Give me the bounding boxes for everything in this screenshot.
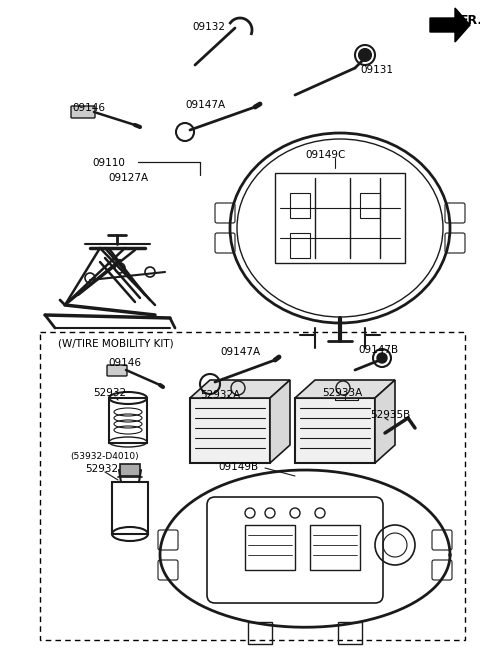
Circle shape [377,353,387,363]
Bar [190,398,270,463]
Polygon shape [190,380,290,398]
Bar [338,622,362,645]
Bar [112,482,148,534]
Text: 09131: 09131 [360,65,393,75]
Text: 52935B: 52935B [370,410,410,420]
Bar [40,332,465,640]
FancyBboxPatch shape [107,365,127,376]
Text: 09147A: 09147A [185,100,225,110]
Bar [109,398,147,443]
Bar [290,193,310,218]
Text: 52932: 52932 [85,464,118,474]
Text: 09110: 09110 [92,158,125,168]
Text: FR.: FR. [460,14,480,27]
Text: 52933A: 52933A [322,388,362,398]
Bar [275,173,405,263]
Text: 09149B: 09149B [218,462,258,472]
Bar [360,193,380,218]
Bar [245,525,295,570]
Text: (W/TIRE MOBILITY KIT): (W/TIRE MOBILITY KIT) [58,338,174,348]
Text: 09127A: 09127A [108,173,148,183]
Text: 09147B: 09147B [358,345,398,355]
Polygon shape [430,8,470,42]
Text: 09146: 09146 [108,358,141,368]
Text: 09132: 09132 [192,22,225,32]
Text: 52932: 52932 [93,388,126,398]
Bar [290,233,310,258]
Bar [248,622,272,645]
Bar [295,398,375,463]
Bar [310,525,360,570]
Polygon shape [295,380,395,398]
Text: (53932-D4010): (53932-D4010) [70,452,139,461]
Circle shape [359,49,371,61]
Polygon shape [375,380,395,463]
FancyBboxPatch shape [71,106,95,118]
Text: 09147A: 09147A [220,347,260,357]
Polygon shape [270,380,290,463]
Bar [120,464,140,476]
Text: 09146: 09146 [72,103,105,113]
Text: 52932A: 52932A [200,390,240,400]
Text: 09149C: 09149C [305,150,346,160]
